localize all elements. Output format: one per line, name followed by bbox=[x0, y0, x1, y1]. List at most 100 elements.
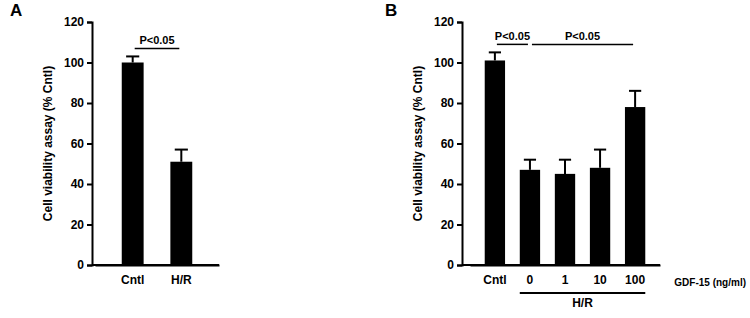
x-tick: 100 bbox=[625, 265, 645, 287]
error-bar bbox=[559, 160, 571, 174]
significance-label: P<0.05 bbox=[495, 30, 530, 42]
error-bar-cap bbox=[629, 90, 641, 92]
x-axis-title: GDF-15 (ng/ml) bbox=[674, 277, 746, 288]
x-tick-label: Cntl bbox=[483, 273, 506, 287]
y-tick: 0 bbox=[77, 258, 92, 272]
x-axis-baseline bbox=[92, 264, 219, 266]
significance-bracket bbox=[135, 48, 180, 50]
error-bar-stem bbox=[599, 150, 601, 168]
y-axis-line bbox=[87, 23, 93, 266]
x-axis-line bbox=[471, 265, 661, 267]
y-tick-label: 20 bbox=[71, 218, 85, 232]
error-bar-cap bbox=[175, 149, 188, 151]
panel: B 0 20 40 60 80 100 120 Cntl 0 1 10 100 Cell viabilit… bbox=[385, 1, 746, 310]
bar bbox=[590, 168, 610, 265]
x-tick-label: 1 bbox=[562, 273, 569, 287]
y-tick-mark bbox=[87, 103, 92, 105]
y-tick-mark bbox=[87, 265, 92, 267]
x-tick: H/R bbox=[171, 265, 192, 287]
plot-area bbox=[122, 56, 193, 265]
error-bar-stem bbox=[529, 160, 531, 170]
y-tick: 120 bbox=[434, 15, 462, 29]
y-tick: 100 bbox=[64, 56, 92, 70]
figure: A020406080100120CntlH/RCell viability as… bbox=[0, 0, 750, 318]
error-bar-cap bbox=[126, 55, 139, 57]
panel-label: B bbox=[385, 1, 397, 20]
y-tick-label: 80 bbox=[71, 96, 85, 110]
bar bbox=[520, 170, 540, 265]
y-axis: 0 20 40 60 80 100 120 bbox=[434, 15, 463, 272]
bar bbox=[170, 162, 192, 265]
y-axis: 0 20 40 60 80 100 120 bbox=[64, 15, 93, 272]
significance-label: P<0.05 bbox=[565, 30, 600, 42]
y-tick-label: 80 bbox=[441, 96, 455, 110]
significance-label: P<0.05 bbox=[139, 34, 174, 46]
x-tick-label: 100 bbox=[625, 273, 645, 287]
y-tick-label: 20 bbox=[441, 218, 455, 232]
y-tick-mark bbox=[87, 184, 92, 186]
y-tick-label: 40 bbox=[71, 177, 85, 191]
y-tick-mark bbox=[457, 22, 462, 24]
error-bar-cap bbox=[594, 149, 606, 151]
y-tick-label: 60 bbox=[71, 137, 85, 151]
y-tick-label: 120 bbox=[64, 15, 84, 29]
y-tick: 80 bbox=[441, 96, 462, 110]
y-tick-label: 120 bbox=[434, 15, 454, 29]
y-tick-label: 0 bbox=[77, 258, 84, 272]
y-tick: 40 bbox=[71, 177, 92, 191]
x-tick: 0 bbox=[527, 265, 534, 287]
bar bbox=[555, 174, 575, 265]
x-axis: Cntl 0 1 10 100 bbox=[471, 265, 661, 287]
x-axis: CntlH/R bbox=[96, 265, 220, 287]
x-tick-label: 10 bbox=[593, 273, 607, 287]
group-label: H/R bbox=[572, 296, 593, 310]
y-tick-mark bbox=[457, 265, 462, 267]
y-tick: 20 bbox=[71, 218, 92, 232]
plot-area bbox=[485, 52, 646, 265]
error-bar bbox=[175, 150, 188, 162]
y-tick: 20 bbox=[441, 218, 462, 232]
bar bbox=[485, 60, 505, 265]
y-tick: 100 bbox=[434, 56, 462, 70]
y-axis-line bbox=[457, 23, 463, 266]
y-axis-title: Cell viability assay (% Cntl) bbox=[411, 66, 425, 221]
y-tick-mark bbox=[457, 62, 462, 64]
y-tick-mark bbox=[87, 143, 92, 145]
y-tick: 60 bbox=[71, 137, 92, 151]
panel: A020406080100120CntlH/RCell viability as… bbox=[10, 1, 220, 287]
significance-bracket bbox=[497, 44, 528, 46]
y-tick-label: 60 bbox=[441, 137, 455, 151]
y-tick-mark bbox=[87, 62, 92, 64]
error-bar-stem bbox=[564, 160, 566, 174]
bar bbox=[625, 107, 645, 265]
y-tick-mark bbox=[457, 103, 462, 105]
y-tick-mark bbox=[457, 143, 462, 145]
y-tick: 0 bbox=[447, 258, 462, 272]
y-tick-label: 100 bbox=[64, 56, 84, 70]
significance-bracket bbox=[532, 44, 633, 46]
error-bar bbox=[489, 52, 501, 60]
y-tick: 60 bbox=[441, 137, 462, 151]
error-bar-cap bbox=[559, 159, 571, 161]
x-tick: 1 bbox=[562, 265, 569, 287]
x-tick: Cntl bbox=[483, 265, 506, 287]
y-tick-label: 40 bbox=[441, 177, 455, 191]
y-tick-mark bbox=[457, 224, 462, 226]
y-tick-mark bbox=[457, 184, 462, 186]
error-bar-stem bbox=[634, 91, 636, 107]
y-tick-mark bbox=[87, 22, 92, 24]
y-tick: 120 bbox=[64, 15, 92, 29]
error-bar bbox=[126, 56, 139, 62]
y-tick: 40 bbox=[441, 177, 462, 191]
error-bar bbox=[629, 91, 641, 107]
error-bar bbox=[594, 150, 606, 168]
error-bar-cap bbox=[489, 51, 501, 53]
bar bbox=[122, 63, 144, 266]
group-line bbox=[520, 292, 645, 294]
x-tick-label: 0 bbox=[527, 273, 534, 287]
y-axis-title: Cell viability assay (% Cntl) bbox=[41, 66, 55, 221]
error-bar-cap bbox=[524, 159, 536, 161]
error-bar-stem bbox=[494, 52, 496, 60]
x-tick: 10 bbox=[593, 265, 607, 287]
error-bar bbox=[524, 160, 536, 170]
